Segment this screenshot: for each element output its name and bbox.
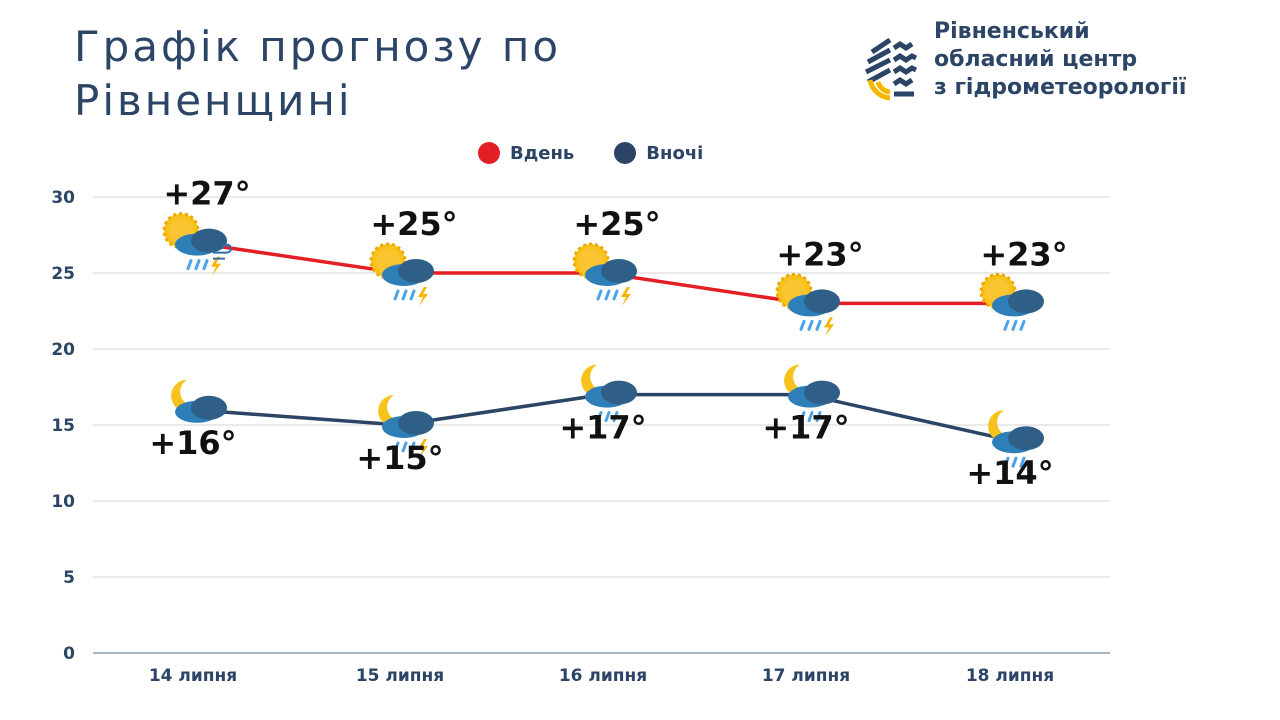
- data-label: +17°: [762, 409, 849, 447]
- rain-drop-icon: [393, 289, 400, 301]
- rain-drop-icon: [807, 319, 814, 331]
- data-label: +23°: [776, 235, 863, 273]
- moon-cloud-rain-thunder-icon: [378, 395, 434, 458]
- x-tick-label: 18 липня: [966, 666, 1054, 686]
- moon-cloud-rain-icon: [581, 364, 637, 423]
- rain-drop-icon: [815, 319, 822, 331]
- data-label: +15°: [356, 439, 443, 477]
- rain-drop-icon: [202, 259, 209, 271]
- legend-marker-night: [614, 142, 637, 164]
- rain-drop-icon: [604, 289, 611, 301]
- chart-legend: Вдень Вночі: [478, 142, 703, 164]
- moon-icon: [378, 395, 408, 427]
- rain-drop-icon: [1003, 456, 1010, 468]
- data-label: +16°: [149, 424, 236, 462]
- cloud-icon: [398, 411, 434, 435]
- data-label: +25°: [573, 205, 660, 243]
- sun-cloud-thunder-rain-wind-icon: [162, 212, 232, 276]
- cloud-icon: [1008, 426, 1044, 451]
- rain-drop-icon: [1011, 319, 1018, 331]
- drop-logo-icon: [864, 20, 918, 101]
- rain-drop-icon: [807, 411, 814, 423]
- rain-drop-icon: [799, 319, 806, 331]
- rain-drop-icon: [612, 411, 619, 423]
- rain-drop-icon: [401, 441, 408, 453]
- logo-line-2: обласний центр: [934, 47, 1138, 72]
- wind-icon: [213, 243, 232, 260]
- logo-line-1: Рівненський: [934, 19, 1090, 44]
- data-label: +17°: [559, 409, 646, 447]
- logo-line-3: з гідрометеорології: [934, 75, 1187, 100]
- moon-cloud-rain-icon: [988, 410, 1044, 468]
- rain-drop-icon: [1003, 319, 1010, 331]
- rain-drop-icon: [393, 441, 400, 453]
- moon-icon: [988, 410, 1018, 443]
- x-tick-label: 17 липня: [762, 666, 850, 686]
- sun-cloud-rain-icon: [979, 272, 1044, 331]
- sun-cloud-rain-thunder-icon: [572, 242, 637, 306]
- rain-drop-icon: [1019, 319, 1026, 331]
- rain-drop-icon: [799, 411, 806, 423]
- cloud-icon: [398, 259, 434, 283]
- moon-cloud-rain-icon: [784, 364, 840, 423]
- y-tick-label: 5: [63, 568, 75, 588]
- cloud-icon: [191, 395, 227, 420]
- cloud-icon: [601, 259, 637, 283]
- rain-drop-icon: [186, 259, 193, 271]
- rain-drop-icon: [194, 259, 201, 271]
- page-title: Графік прогнозу по Рівненщині: [74, 20, 561, 128]
- title-line-1: Графік прогнозу по: [74, 22, 562, 71]
- title-line-2: Рівненщині: [74, 76, 353, 125]
- x-tick-label: 14 липня: [149, 666, 237, 686]
- rain-drop-icon: [612, 289, 619, 301]
- organization-name: Рівненський обласний центр з гідрометеор…: [934, 18, 1186, 102]
- lightning-icon: [418, 287, 428, 306]
- cloud-icon: [1008, 289, 1044, 314]
- rain-drop-icon: [815, 411, 822, 423]
- sun-cloud-rain-thunder-icon: [369, 242, 434, 306]
- cloud-icon: [804, 380, 840, 405]
- legend-label-night: Вночі: [646, 142, 704, 164]
- cloud-icon: [804, 289, 840, 314]
- data-label: +27°: [163, 175, 250, 213]
- organization-logo: Рівненський обласний центр з гідрометеор…: [862, 18, 1222, 102]
- data-label: +14°: [966, 454, 1053, 492]
- y-tick-label: 30: [51, 188, 75, 208]
- x-tick-label: 16 липня: [559, 666, 647, 686]
- moon-icon: [171, 379, 201, 412]
- legend-label-day: Вдень: [510, 142, 575, 164]
- y-tick-label: 0: [63, 644, 75, 664]
- rain-drop-icon: [1011, 456, 1018, 468]
- rain-drop-icon: [604, 411, 611, 423]
- y-tick-label: 25: [51, 264, 75, 284]
- rain-drop-icon: [596, 411, 603, 423]
- data-label: +25°: [370, 205, 457, 243]
- rain-drop-icon: [401, 289, 408, 301]
- x-tick-label: 15 липня: [356, 666, 444, 686]
- legend-marker-day: [478, 142, 500, 164]
- legend-item-night: Вночі: [614, 142, 703, 164]
- y-tick-label: 10: [51, 492, 75, 512]
- rain-drop-icon: [409, 289, 416, 301]
- moon-icon: [784, 364, 814, 397]
- sun-cloud-rain-thunder-icon: [775, 272, 840, 337]
- y-tick-label: 20: [51, 340, 75, 360]
- lightning-icon: [211, 256, 221, 276]
- rain-drop-icon: [596, 289, 603, 301]
- y-tick-label: 15: [51, 416, 75, 436]
- cloud-icon: [601, 380, 637, 405]
- cloud-icon: [191, 228, 227, 253]
- rain-drop-icon: [409, 441, 416, 453]
- lightning-icon: [621, 287, 631, 306]
- data-label: +23°: [980, 235, 1067, 273]
- lightning-icon: [824, 317, 834, 337]
- moon-cloud-icon: [171, 379, 227, 423]
- moon-icon: [581, 364, 611, 397]
- legend-item-day: Вдень: [478, 142, 574, 164]
- lightning-icon: [418, 439, 428, 458]
- rain-drop-icon: [1019, 456, 1026, 468]
